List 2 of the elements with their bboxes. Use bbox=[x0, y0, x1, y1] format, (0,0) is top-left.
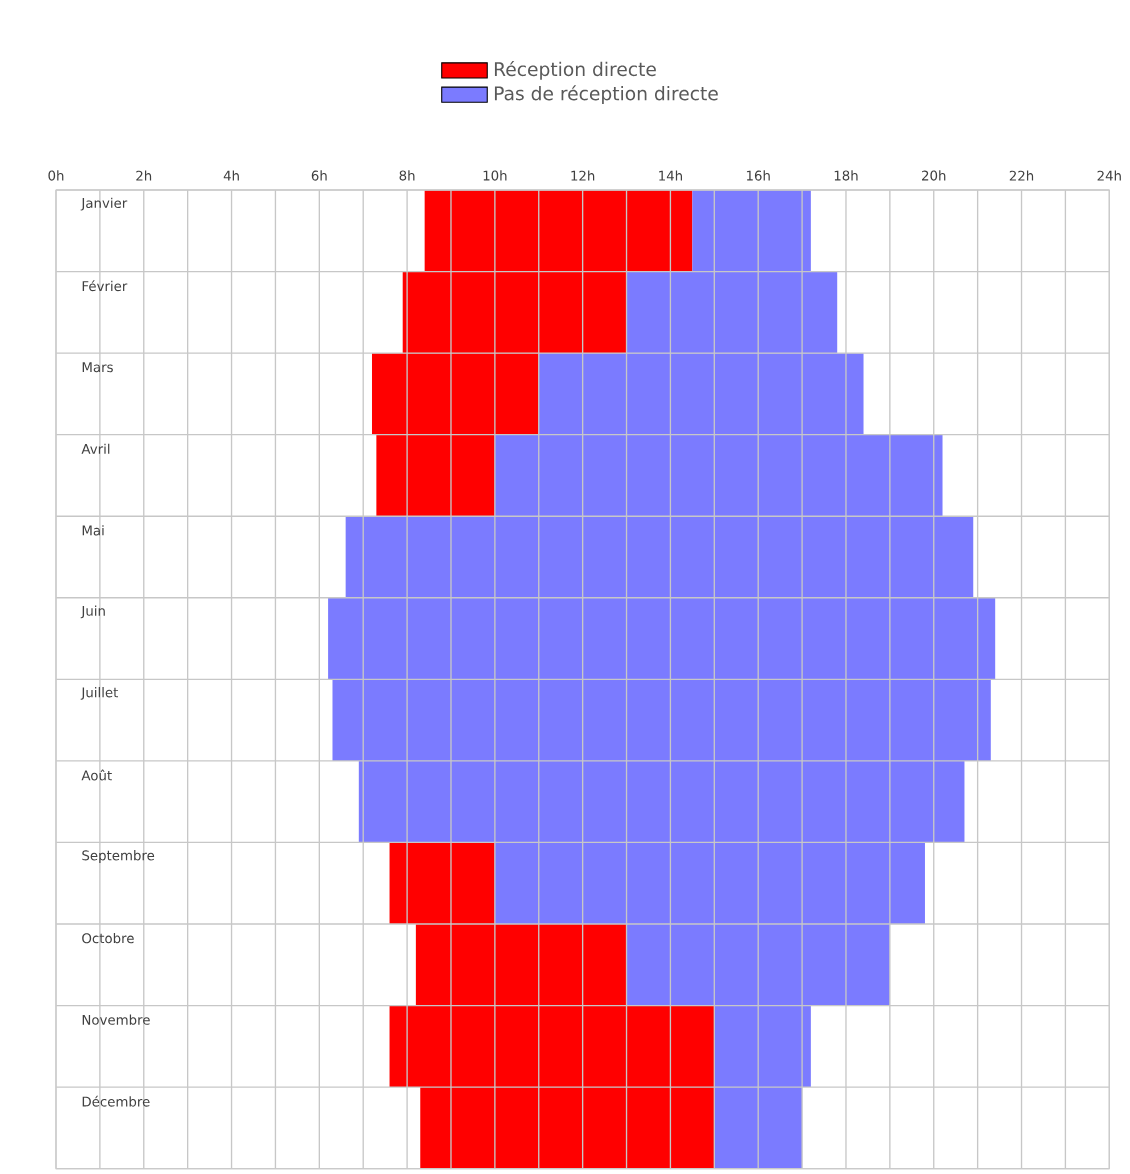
legend-label: Réception directe bbox=[494, 60, 656, 80]
legend-label: Pas de réception directe bbox=[494, 85, 718, 105]
